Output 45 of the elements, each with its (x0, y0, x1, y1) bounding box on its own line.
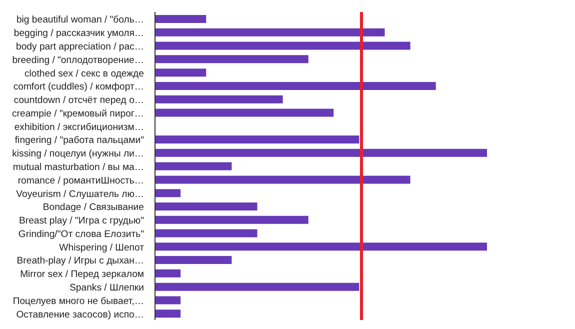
bar (155, 229, 258, 238)
bar (155, 108, 334, 117)
y-tick-label: big beautiful woman / "боль… (16, 14, 144, 26)
y-tick-label: body part appreciation / рас… (16, 41, 144, 52)
bar (155, 42, 410, 50)
bar (155, 82, 436, 90)
y-tick-label: Voyeurism / Слушатель лю… (16, 188, 144, 200)
bar (155, 15, 206, 23)
y-tick-label: mutual masturbation / вы ма… (12, 162, 144, 173)
bar (155, 216, 308, 224)
bar (155, 136, 360, 144)
y-tick-label: Whispering / Шепот (59, 242, 145, 254)
y-tick-label: Bondage / Связывание (42, 202, 144, 214)
y-tick-label: romance / романтиШность… (18, 175, 144, 186)
y-tick-label: Spanks / Шлепки (70, 282, 144, 294)
y-tick-label: countdown / отсчёт перед о… (14, 95, 144, 106)
bar (155, 55, 308, 64)
bar (155, 176, 410, 184)
bar (155, 95, 283, 104)
bar (155, 148, 487, 157)
y-tick-label: Grinding/"От слова Елозить" (18, 228, 144, 240)
y-tick-label: Mirror sex / Перед зеркалом (20, 269, 144, 280)
bar (155, 68, 206, 77)
y-tick-label: breeding / "оплодотворение… (12, 54, 144, 66)
y-tick-label: begging / рассказчик умоля… (14, 28, 144, 40)
y-tick-label: exhibition / эксгибиционизм… (14, 122, 144, 133)
bar (155, 256, 232, 264)
y-tick-label: Поцелуев много не бывает,… (12, 296, 144, 307)
bar (155, 310, 181, 318)
y-tick-label: comfort (cuddles) / комфорт… (13, 82, 144, 93)
y-tick-label: Breast play / "Игра с грудью" (19, 216, 144, 227)
y-tick-label: fingering / "работа пальцами" (14, 135, 144, 146)
bar (155, 202, 258, 210)
y-tick-label: Оставление засосов) испо… (16, 309, 144, 320)
y-tick-label: creampie / "кремовый пирог… (12, 108, 144, 120)
bar (155, 242, 487, 251)
bar (155, 162, 232, 170)
bar (155, 296, 181, 304)
y-tick-label: Breath-play / Игры с дыхан… (16, 256, 144, 267)
bar (155, 189, 181, 198)
bar (155, 282, 360, 291)
y-tick-label: clothed sex / секс в одежде (24, 68, 144, 80)
bar (155, 28, 385, 36)
bar (155, 269, 181, 278)
y-tick-label: kissing / поцелуи (нужны ли… (12, 148, 144, 160)
